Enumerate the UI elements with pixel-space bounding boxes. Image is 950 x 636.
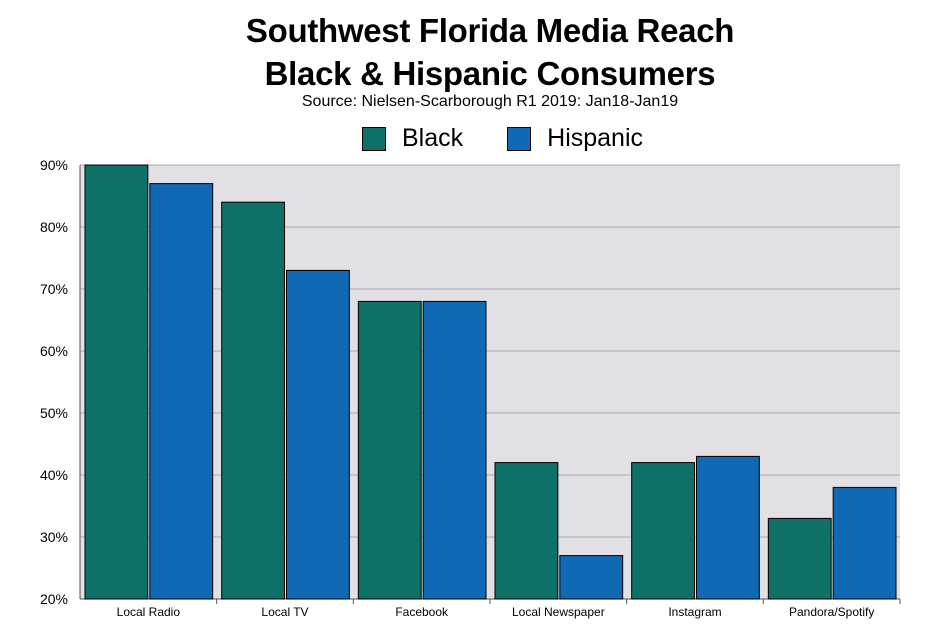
legend-item-hispanic: Hispanic [507,124,643,153]
legend: Black Hispanic [362,124,687,153]
bar-hispanic-local-newspaper [559,555,624,600]
y-tick-label: 50% [40,405,68,421]
bar-hispanic-facebook [422,300,487,600]
legend-label-hispanic: Hispanic [547,124,644,152]
bar-hispanic-local-radio [149,183,214,600]
y-tick-label: 60% [40,343,68,359]
x-tick-label: Facebook [395,605,449,619]
y-tick-label: 80% [40,219,68,235]
x-tick-label: Local TV [261,605,308,619]
y-tick-label: 40% [40,467,68,483]
y-tick-label: 20% [40,591,68,607]
y-tick-label: 30% [40,529,68,545]
bar-hispanic-local-tv [286,269,350,600]
bar-black-facebook [357,300,422,600]
legend-label-black: Black [402,124,464,152]
bar-hispanic-instagram [696,455,760,600]
y-tick-label: 90% [40,157,68,173]
legend-swatch-black [362,126,386,151]
bar-black-local-tv [221,201,286,600]
bar-black-local-radio [84,164,149,600]
x-tick-label: Instagram [668,605,721,619]
chart-title-line2: Black & Hispanic Consumers [264,55,716,92]
chart-subtitle: Source: Nielsen-Scarborough R1 2019: Jan… [301,93,679,110]
x-tick-label: Local Newspaper [512,605,605,619]
bar-black-pandora-spotify [767,517,832,600]
plot-area [80,165,900,599]
bar-hispanic-pandora-spotify [832,486,897,600]
x-tick-label: Pandora/Spotify [789,605,874,619]
legend-swatch-hispanic [507,126,532,151]
legend-item-black: Black [362,124,463,153]
bar-black-local-newspaper [494,462,559,600]
chart-title: Southwest Florida Media Reach [245,12,735,49]
y-tick-label: 70% [40,281,68,297]
bar-black-instagram [631,462,696,600]
x-tick-label: Local Radio [117,605,181,619]
